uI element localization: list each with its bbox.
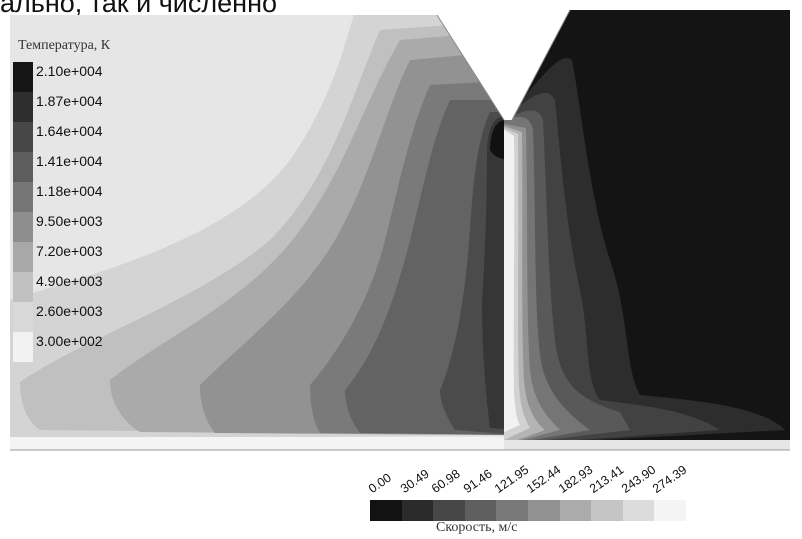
temperature-legend-label: 2.60e+003 <box>36 303 103 319</box>
temperature-legend-label: 1.87e+004 <box>36 93 103 109</box>
velocity-field <box>504 10 790 450</box>
temperature-field <box>10 15 504 450</box>
temperature-legend-label: 9.50e+003 <box>36 213 103 229</box>
header-text: ально, так и численно <box>0 0 278 18</box>
velocity-legend-swatch <box>433 500 465 521</box>
velocity-legend-title: Скорость, м/с <box>436 520 518 535</box>
temperature-legend-swatch <box>13 212 33 242</box>
temperature-hot-core <box>490 120 504 160</box>
temperature-legend-swatch <box>13 122 33 152</box>
temperature-legend-swatch <box>13 62 33 92</box>
temperature-legend-swatch <box>13 152 33 182</box>
velocity-band-2 <box>504 92 720 445</box>
temperature-legend-swatch <box>13 332 33 362</box>
temperature-legend-label: 3.00e+002 <box>36 333 103 349</box>
temperature-legend-swatch <box>13 182 33 212</box>
nozzle-outline-right <box>511 9 571 121</box>
velocity-legend-swatch <box>528 500 560 521</box>
temperature-legend-label: 4.90e+003 <box>36 273 103 289</box>
velocity-legend-swatch <box>401 500 434 521</box>
velocity-legend-swatch <box>496 500 528 521</box>
temperature-legend-swatch <box>13 302 33 332</box>
velocity-band-8 <box>504 130 520 432</box>
velocity-legend-swatch <box>622 500 655 521</box>
temperature-legend-label: 1.41e+004 <box>36 153 103 169</box>
velocity-legend-swatch <box>591 500 623 521</box>
temperature-legend-swatch <box>13 272 33 302</box>
temperature-legend-swatch <box>13 92 33 122</box>
velocity-legend-swatch <box>654 500 686 521</box>
temperature-legend-swatch <box>13 242 33 272</box>
velocity-legend-swatch <box>370 500 402 521</box>
temperature-legend-title: Температура, К <box>18 38 111 53</box>
temperature-legend-label: 2.10e+004 <box>36 63 103 79</box>
nozzle-outline-left <box>436 14 505 121</box>
velocity-legend-swatch <box>464 500 497 521</box>
temperature-band-8 <box>482 116 504 430</box>
temperature-legend-label: 7.20e+003 <box>36 243 103 259</box>
temperature-legend-label: 1.64e+004 <box>36 123 103 139</box>
velocity-legend-swatch <box>559 500 592 521</box>
temperature-legend-label: 1.18e+004 <box>36 183 103 199</box>
